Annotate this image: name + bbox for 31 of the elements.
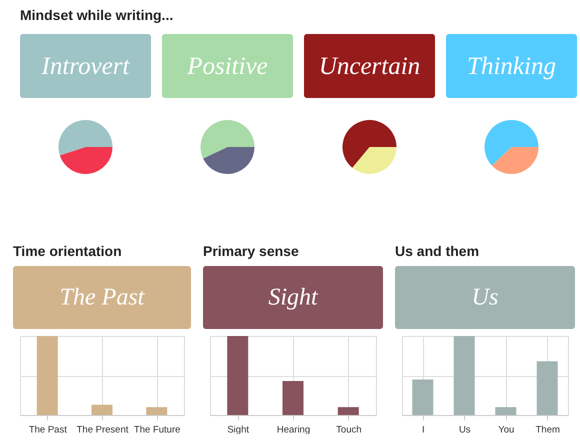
pie-slice: [342, 120, 396, 168]
pie-slice: [492, 147, 538, 174]
bar: [454, 336, 475, 415]
chart-title: Primary sense: [203, 243, 299, 259]
chart-title: Us and them: [395, 243, 480, 259]
pie-slice: [484, 120, 538, 166]
x-tick-label: I: [422, 424, 425, 436]
pie-slice: [203, 147, 254, 174]
chart-title: Positive: [186, 53, 268, 80]
pie-slice: [60, 147, 112, 174]
x-tick-label: The Present: [76, 424, 129, 436]
chart-title: Uncertain: [318, 53, 420, 80]
bar: [495, 407, 516, 415]
x-tick-label: The Past: [28, 424, 68, 436]
text: Mindset while writing...: [20, 7, 174, 23]
bar: [536, 361, 558, 415]
chart-title: Thinking: [467, 53, 556, 80]
x-tick-label: Touch: [336, 424, 362, 436]
x-tick-label: You: [498, 424, 514, 436]
chart-subtitle: The Past: [60, 284, 146, 310]
chart-title: Time orientation: [13, 243, 122, 259]
chart-title: Introvert: [40, 53, 131, 80]
chart-subtitle: Us: [472, 284, 498, 310]
pie-slice: [200, 120, 254, 158]
pie-slice: [58, 120, 112, 156]
x-tick-label: Us: [458, 424, 471, 436]
chart-subtitle: Sight: [268, 284, 319, 310]
bar: [412, 379, 434, 415]
x-tick-label: The Future: [134, 424, 180, 436]
pie-slice: [352, 147, 396, 174]
x-tick-label: Them: [536, 424, 560, 436]
